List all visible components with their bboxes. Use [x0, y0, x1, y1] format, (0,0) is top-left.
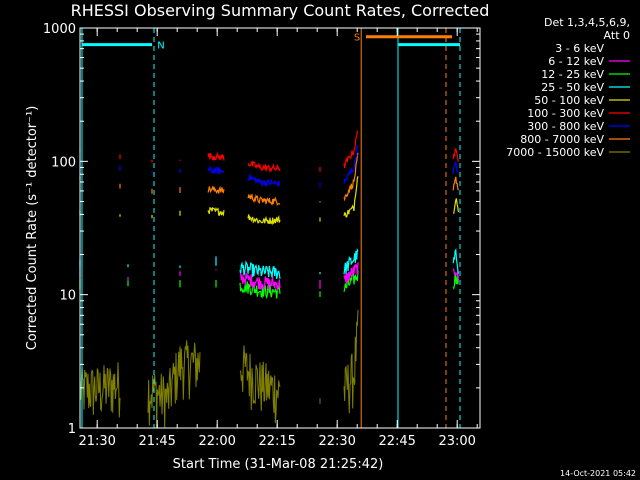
series-0: [79, 290, 459, 347]
series-line: [239, 345, 281, 424]
series-line: [239, 271, 281, 291]
series-line: [207, 185, 225, 195]
series-5: [79, 130, 459, 174]
chart-title: RHESSI Observing Summary Count Rates, Co…: [71, 1, 490, 20]
series-line: [207, 165, 225, 175]
legend-entry-label: 12 - 25 keV: [541, 68, 604, 81]
legend-attenuator: Att 0: [604, 29, 630, 42]
series-line: [452, 315, 459, 342]
series-line: [452, 273, 459, 290]
series-line: [343, 130, 359, 169]
series-line: [247, 214, 281, 226]
series-line: [452, 147, 459, 162]
series-line: [343, 176, 359, 218]
series-6: [79, 144, 459, 188]
series-line: [247, 160, 281, 174]
y-tick-label: 1000: [43, 22, 76, 37]
legend-entry-label: 7000 - 15000 keV: [506, 146, 604, 159]
series-line: [343, 309, 359, 414]
x-tick-label: 22:30: [318, 434, 355, 449]
series-line: [239, 260, 281, 280]
series-line: [452, 161, 459, 175]
x-tick-label: 22:15: [258, 434, 295, 449]
series-line: [207, 206, 225, 217]
series-line: [343, 247, 359, 275]
legend-entry-label: 3 - 6 keV: [555, 42, 604, 55]
legend-entry-label: 100 - 300 keV: [527, 107, 604, 120]
status-bar-label: N: [157, 41, 164, 52]
footer-timestamp: 14-Oct-2021 05:42: [560, 469, 636, 478]
legend-title: Det 1,3,4,5,6,9,: [544, 16, 630, 29]
y-tick-label: 1: [68, 422, 76, 437]
axes-layer: 1 10 100 1000 21:30 21:45 22:00 22:15 22:30 22:45…: [43, 22, 481, 449]
series-line: [452, 248, 459, 274]
series-line: [452, 198, 459, 215]
legend-entry-label: 800 - 7000 keV: [520, 133, 604, 146]
series-line: [247, 193, 281, 206]
series-line: [343, 290, 359, 336]
x-axis-label: Start Time (31-Mar-08 21:25:42): [173, 457, 384, 472]
series-line: [247, 174, 281, 187]
legend-entry-label: 6 - 12 keV: [548, 55, 604, 68]
series-layer: [79, 130, 459, 429]
y-axis-label: Corrected Count Rate (s⁻¹ detector⁻¹): [25, 106, 40, 351]
series-line: [151, 310, 169, 343]
series-line: [343, 144, 359, 184]
x-tick-label: 22:00: [198, 434, 235, 449]
series-line: [79, 362, 121, 418]
series-line: [207, 151, 225, 162]
x-tick-label: 22:45: [378, 434, 415, 449]
x-tick-label: 21:45: [138, 434, 175, 449]
series-line: [239, 281, 281, 300]
series-line: [199, 302, 217, 326]
x-tick-label: 23:00: [438, 434, 475, 449]
legend-entry-label: 50 - 100 keV: [534, 94, 604, 107]
y-tick-label: 100: [51, 155, 76, 170]
legend-entry-label: 25 - 50 keV: [541, 81, 604, 94]
legend-entry-label: 300 - 800 keV: [527, 120, 604, 133]
series-line: [343, 270, 359, 292]
markers-layer: NS: [81, 28, 461, 428]
series-line: [343, 262, 359, 284]
series-line: [452, 176, 459, 191]
series-line: [239, 310, 261, 342]
series-line: [343, 152, 359, 202]
series-4: [79, 176, 459, 226]
plot-frame: [79, 27, 481, 429]
y-tick-label: 10: [59, 289, 76, 304]
status-bar-label: S: [354, 33, 360, 44]
x-tick-label: 21:30: [78, 434, 115, 449]
